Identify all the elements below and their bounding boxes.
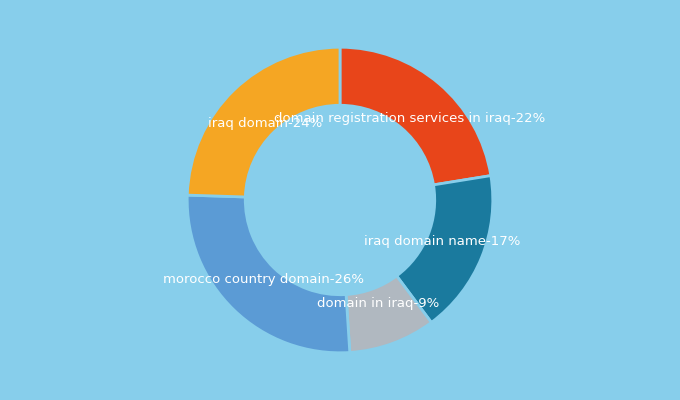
Text: iraq domain name-17%: iraq domain name-17%: [364, 235, 520, 248]
Text: morocco country domain-26%: morocco country domain-26%: [163, 272, 364, 286]
Wedge shape: [187, 195, 350, 353]
Wedge shape: [396, 176, 493, 322]
Text: domain registration services in iraq-22%: domain registration services in iraq-22%: [273, 112, 545, 125]
Wedge shape: [340, 47, 491, 185]
Wedge shape: [346, 276, 431, 352]
Text: domain in iraq-9%: domain in iraq-9%: [317, 297, 439, 310]
Wedge shape: [187, 47, 340, 197]
Text: iraq domain-24%: iraq domain-24%: [209, 117, 323, 130]
